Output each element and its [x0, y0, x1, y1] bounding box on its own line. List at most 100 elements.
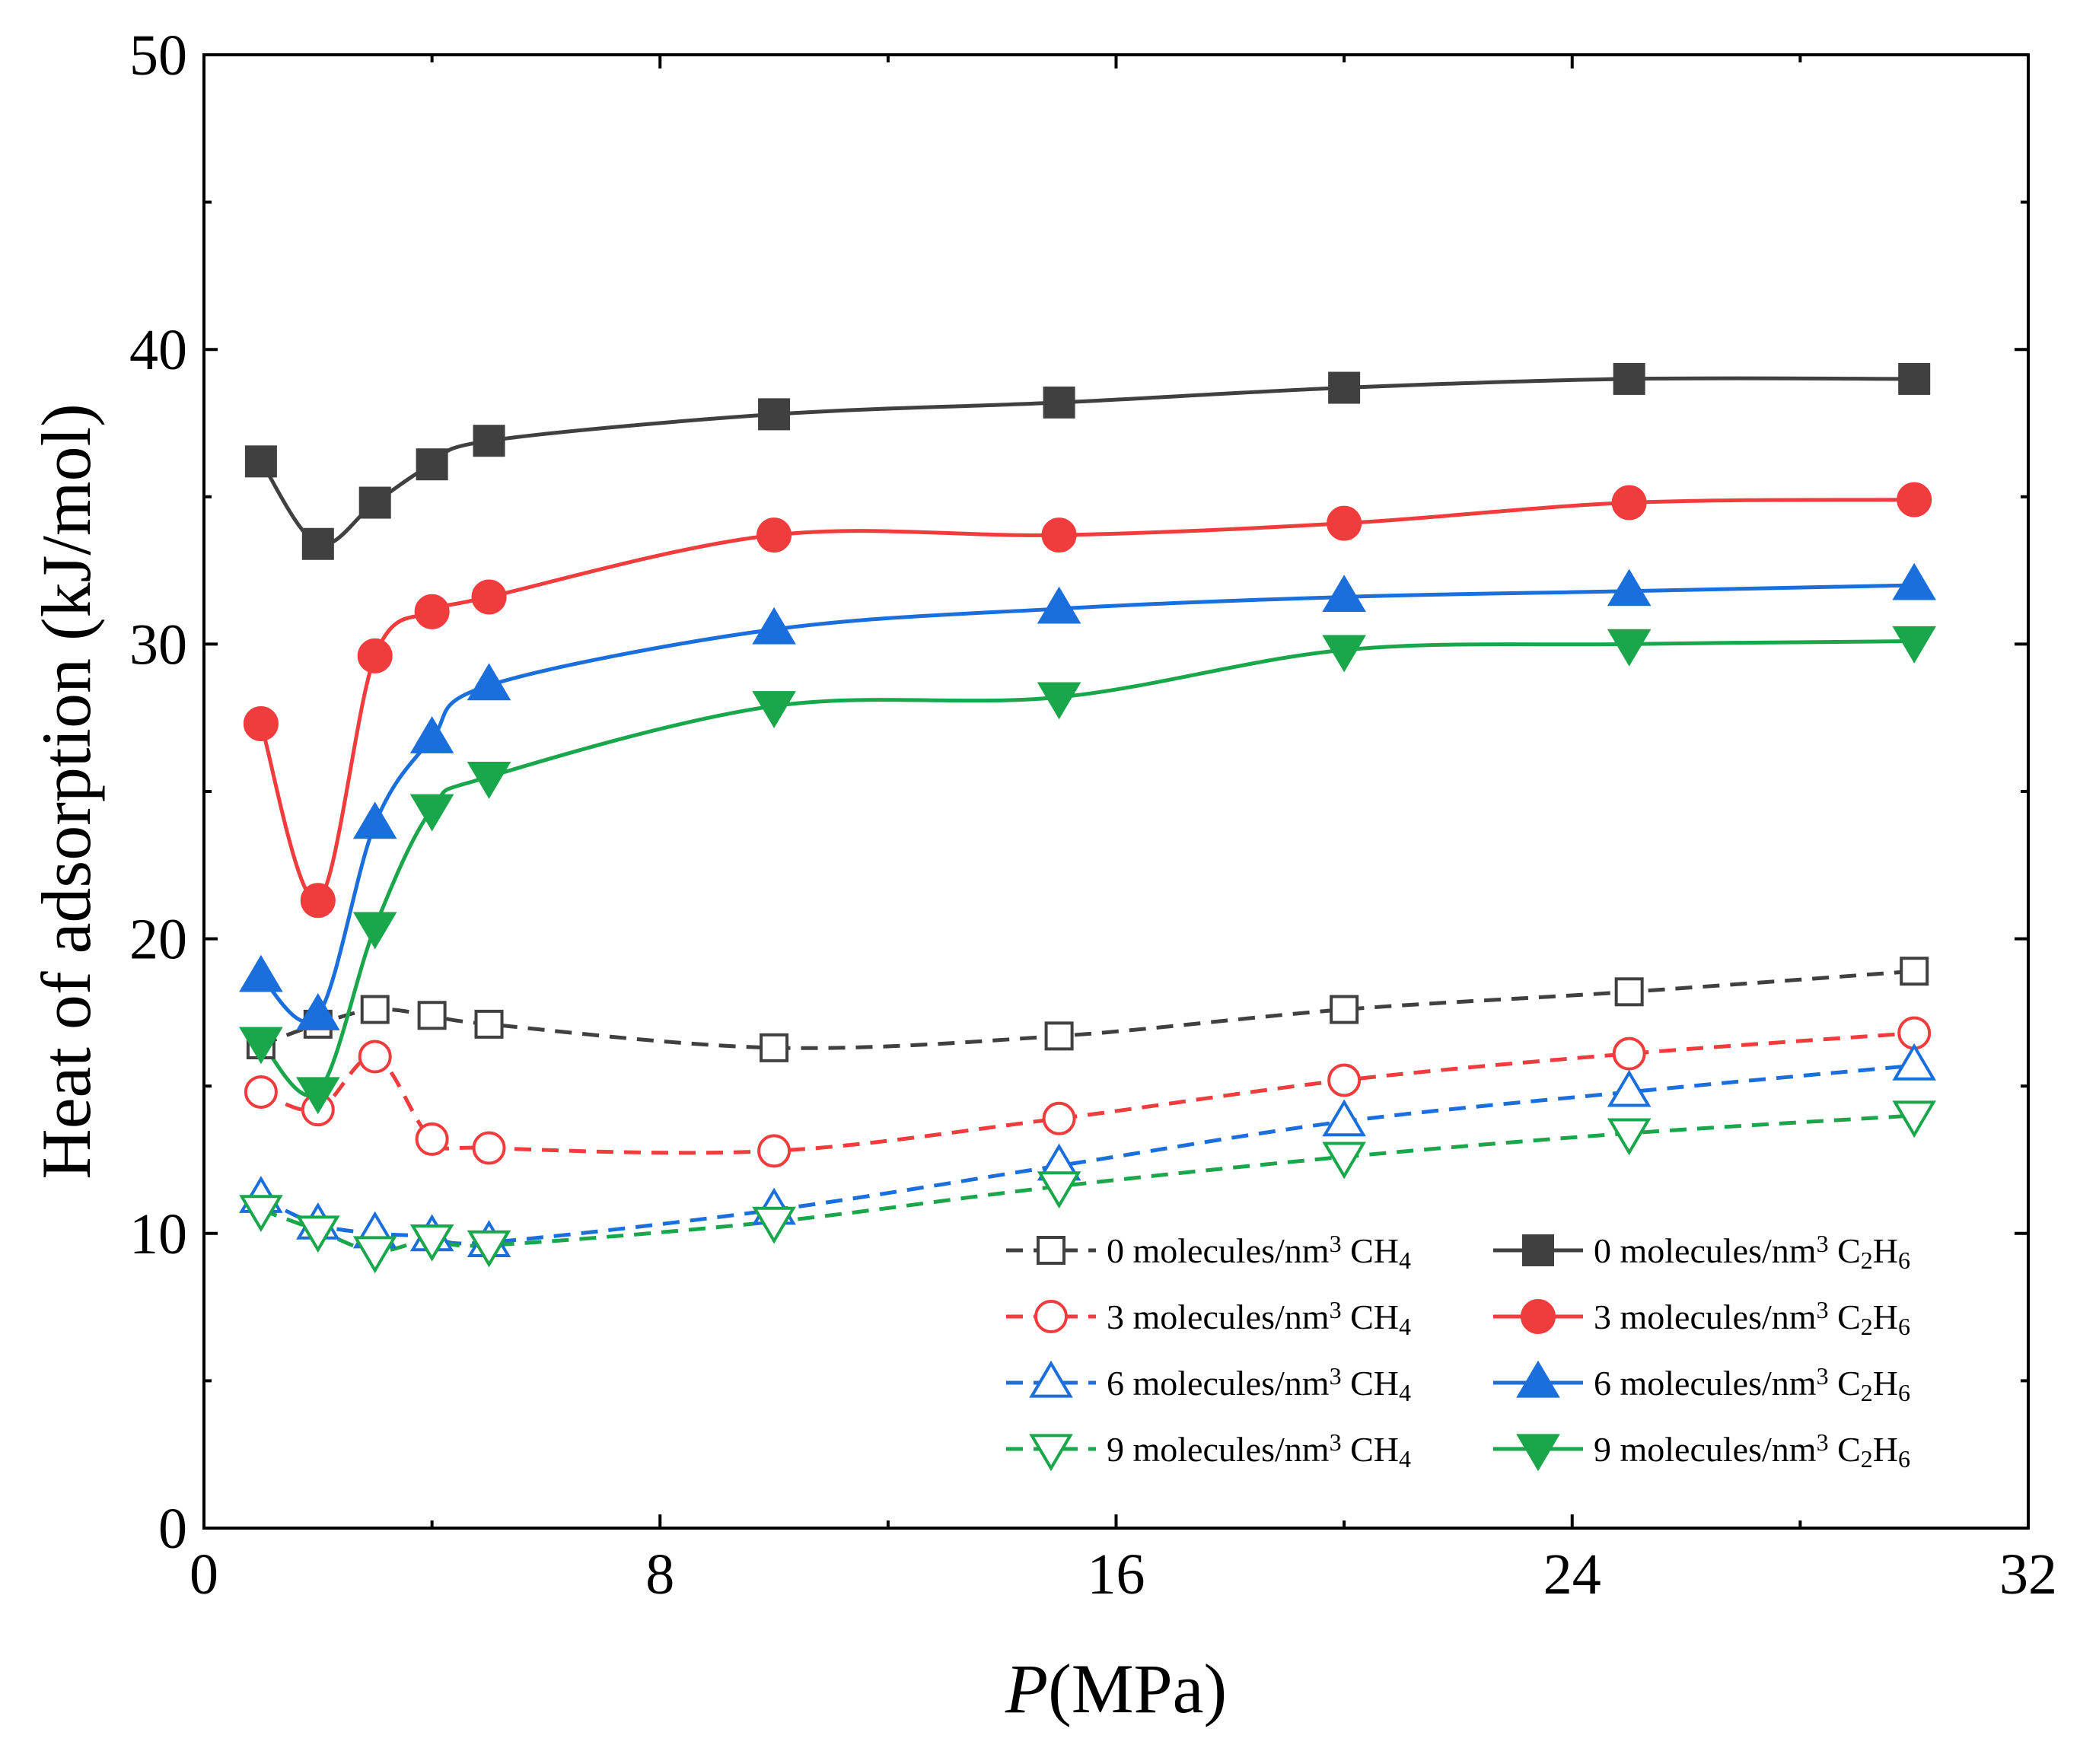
series-markers-1	[244, 362, 1931, 560]
legend-sub: 6	[1898, 1445, 1910, 1473]
series-markers-0	[246, 957, 1929, 1062]
legend-swatch-marker	[1516, 1434, 1560, 1472]
data-point-7-3	[409, 794, 454, 832]
y-tick-label: 20	[129, 908, 187, 972]
series-markers-5	[239, 562, 1936, 1030]
data-point-7-6	[1037, 682, 1081, 720]
legend-entry-7: 9 molecules/nm3 C2H6	[1493, 1428, 1910, 1473]
legend: 0 molecules/nm3 CH4 0 molecules/nm3 C2H63…	[1006, 1230, 1910, 1473]
data-point-5-4	[467, 663, 511, 701]
data-point-1-3	[416, 448, 448, 481]
x-tick-label: 8	[645, 1543, 674, 1606]
legend-text-part: 3 molecules/nm	[1107, 1298, 1330, 1336]
series-line-5	[260, 583, 1915, 1024]
legend-sub: 2	[1861, 1379, 1873, 1406]
series-lines	[259, 376, 1915, 1253]
data-point-3-6	[1041, 517, 1077, 553]
legend-sup: 3	[1330, 1230, 1342, 1257]
legend-text-part	[1342, 1364, 1351, 1403]
data-point-2-5	[757, 1134, 792, 1168]
legend-label: 3 molecules/nm3 CH4	[1107, 1296, 1411, 1340]
data-point-3-3	[414, 594, 450, 629]
data-point-1-9	[1898, 362, 1931, 395]
legend-text-part: H	[1873, 1231, 1898, 1270]
legend-text-part: CH	[1350, 1430, 1399, 1469]
legend-text-part: CH	[1350, 1364, 1399, 1403]
data-point-5-8	[1607, 568, 1652, 607]
legend-swatch-marker	[1034, 1300, 1068, 1333]
legend-text-part: 9 molecules/nm	[1594, 1430, 1817, 1469]
legend-text-part	[1342, 1430, 1351, 1469]
legend-text-part: CH	[1350, 1231, 1399, 1270]
legend-text-part: C	[1837, 1298, 1861, 1336]
data-point-6-8	[1607, 1118, 1652, 1156]
series-markers	[239, 362, 1936, 1274]
data-point-3-5	[757, 517, 792, 553]
data-point-2-4	[472, 1131, 506, 1165]
data-point-7-9	[1892, 626, 1936, 664]
series-markers-2	[244, 1016, 1932, 1168]
data-point-1-7	[1328, 371, 1361, 404]
y-axis-title: Heat of adsorption (kJ/mol)	[27, 403, 105, 1179]
series-line-2	[260, 1031, 1915, 1155]
data-point-0-5	[760, 1033, 789, 1062]
data-point-2-8	[1612, 1036, 1646, 1071]
legend-text-part: 6 molecules/nm	[1594, 1364, 1817, 1403]
data-point-3-1	[300, 883, 336, 919]
data-point-7-7	[1322, 635, 1366, 673]
legend-text-part: 0 molecules/nm	[1107, 1231, 1330, 1270]
axis-ticks	[202, 53, 2030, 1530]
data-point-1-4	[473, 425, 505, 457]
legend-sup: 3	[1330, 1296, 1342, 1323]
legend-entry-2: 3 molecules/nm3 CH4	[1006, 1296, 1411, 1340]
data-point-2-7	[1327, 1063, 1362, 1097]
series-line-3	[259, 498, 1915, 903]
data-point-1-1	[301, 527, 334, 560]
legend-text-part: C	[1837, 1231, 1861, 1270]
series-line-4	[260, 1063, 1915, 1246]
data-point-6-4	[467, 1230, 511, 1268]
x-axis-title-italic: P	[1005, 1650, 1048, 1727]
y-tick-label: 40	[129, 318, 187, 382]
data-point-6-2	[352, 1236, 397, 1274]
legend-entry-0: 0 molecules/nm3 CH4	[1006, 1230, 1411, 1274]
legend-label: 0 molecules/nm3 CH4	[1107, 1230, 1411, 1274]
data-point-4-8	[1607, 1069, 1652, 1107]
x-tick-label: 16	[1088, 1543, 1145, 1606]
legend-text-part: CH	[1350, 1298, 1399, 1336]
data-point-0-4	[474, 1009, 504, 1039]
data-point-3-0	[243, 705, 279, 741]
data-point-5-0	[239, 954, 283, 992]
legend-label: 6 molecules/nm3 CH4	[1107, 1362, 1411, 1406]
data-point-3-8	[1611, 485, 1647, 521]
data-point-7-1	[296, 1077, 340, 1115]
legend-text-part	[1829, 1364, 1838, 1403]
legend-sup: 3	[1817, 1296, 1829, 1323]
data-point-3-7	[1327, 505, 1362, 541]
legend-swatch-marker	[1037, 1236, 1065, 1265]
y-tick-label: 10	[129, 1202, 187, 1266]
legend-swatch-marker	[1029, 1434, 1073, 1472]
data-point-5-7	[1322, 575, 1366, 613]
series-line-0	[260, 969, 1915, 1050]
data-point-1-2	[358, 486, 391, 519]
series-markers-3	[243, 482, 1932, 919]
legend-sub: 4	[1399, 1445, 1411, 1473]
legend-sup: 3	[1817, 1230, 1829, 1257]
legend-label: 3 molecules/nm3 C2H6	[1594, 1296, 1910, 1340]
data-point-7-0	[239, 1027, 283, 1065]
x-tick-label: 24	[1543, 1543, 1601, 1606]
data-point-5-5	[752, 607, 796, 645]
legend-text-part: 6 molecules/nm	[1107, 1364, 1330, 1403]
legend-text-part: C	[1837, 1364, 1861, 1403]
series-line-1	[259, 376, 1915, 547]
data-point-1-0	[244, 445, 277, 478]
series-markers-7	[239, 626, 1936, 1115]
data-point-1-5	[758, 398, 791, 431]
legend-text-part	[1829, 1430, 1838, 1469]
legend-entry-4: 6 molecules/nm3 CH4	[1006, 1360, 1411, 1406]
legend-text-part	[1342, 1298, 1351, 1336]
